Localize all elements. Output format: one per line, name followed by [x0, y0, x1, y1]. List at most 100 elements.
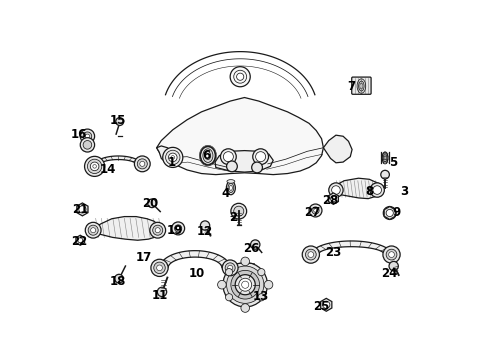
Circle shape — [257, 269, 264, 276]
Polygon shape — [215, 150, 273, 172]
Polygon shape — [328, 193, 338, 204]
Circle shape — [225, 294, 232, 301]
Polygon shape — [384, 207, 394, 220]
Circle shape — [236, 73, 244, 80]
Circle shape — [386, 249, 396, 260]
Circle shape — [233, 206, 244, 216]
Circle shape — [302, 246, 319, 263]
Circle shape — [79, 206, 86, 213]
Circle shape — [147, 199, 156, 208]
Circle shape — [227, 265, 232, 270]
Circle shape — [382, 246, 399, 263]
Circle shape — [156, 265, 162, 271]
Text: 14: 14 — [99, 163, 116, 176]
Ellipse shape — [205, 152, 210, 159]
Circle shape — [176, 226, 180, 230]
Circle shape — [220, 149, 236, 165]
Polygon shape — [156, 98, 323, 175]
Text: 23: 23 — [325, 246, 341, 259]
Circle shape — [241, 257, 249, 266]
Circle shape — [251, 162, 262, 173]
Text: 12: 12 — [196, 225, 212, 238]
Circle shape — [80, 138, 94, 152]
Ellipse shape — [227, 183, 233, 193]
Circle shape — [155, 228, 160, 233]
Circle shape — [372, 186, 381, 194]
Circle shape — [223, 262, 267, 307]
Circle shape — [171, 222, 184, 235]
Circle shape — [386, 210, 392, 217]
FancyBboxPatch shape — [351, 77, 370, 94]
Polygon shape — [333, 178, 379, 199]
Text: 6: 6 — [203, 149, 210, 162]
Circle shape — [217, 280, 226, 289]
Text: 26: 26 — [242, 242, 259, 255]
Text: 8: 8 — [365, 185, 373, 198]
Circle shape — [313, 209, 317, 212]
Circle shape — [222, 260, 238, 276]
Circle shape — [386, 210, 392, 217]
Text: 22: 22 — [71, 235, 87, 248]
Circle shape — [115, 274, 123, 283]
Ellipse shape — [226, 181, 235, 195]
Circle shape — [330, 196, 336, 202]
Circle shape — [235, 275, 255, 295]
Circle shape — [88, 225, 98, 235]
Text: 9: 9 — [392, 207, 400, 220]
Circle shape — [116, 118, 123, 126]
Text: 13: 13 — [252, 290, 268, 303]
Text: 1: 1 — [168, 156, 176, 169]
Circle shape — [238, 278, 251, 291]
Circle shape — [85, 134, 89, 138]
Circle shape — [241, 281, 248, 288]
Circle shape — [134, 156, 150, 172]
Circle shape — [226, 266, 264, 303]
Circle shape — [78, 238, 82, 243]
Ellipse shape — [384, 156, 385, 160]
Ellipse shape — [226, 180, 234, 183]
Text: 21: 21 — [72, 203, 88, 216]
Circle shape — [80, 129, 94, 143]
Circle shape — [305, 249, 316, 260]
Circle shape — [137, 159, 147, 169]
Text: 27: 27 — [303, 207, 319, 220]
Circle shape — [331, 186, 340, 194]
Circle shape — [230, 67, 250, 87]
Circle shape — [152, 225, 163, 235]
Circle shape — [307, 252, 313, 257]
Circle shape — [233, 70, 246, 83]
Text: 19: 19 — [166, 224, 183, 238]
Text: 2: 2 — [228, 211, 237, 224]
Circle shape — [230, 270, 259, 299]
Polygon shape — [91, 217, 160, 240]
Circle shape — [388, 261, 398, 271]
Polygon shape — [95, 156, 142, 165]
Circle shape — [252, 149, 268, 165]
Circle shape — [226, 161, 237, 172]
Ellipse shape — [203, 149, 212, 162]
Ellipse shape — [229, 185, 232, 190]
Circle shape — [83, 140, 92, 149]
Polygon shape — [320, 298, 331, 311]
Text: 3: 3 — [399, 185, 407, 198]
Text: 18: 18 — [110, 275, 126, 288]
Circle shape — [257, 294, 264, 301]
Text: 15: 15 — [110, 114, 126, 127]
Text: 16: 16 — [70, 127, 87, 141]
Circle shape — [93, 165, 96, 168]
Circle shape — [168, 153, 177, 162]
Ellipse shape — [358, 81, 364, 91]
Text: 4: 4 — [221, 187, 229, 200]
Circle shape — [171, 156, 174, 159]
Text: 5: 5 — [388, 156, 397, 169]
Ellipse shape — [359, 83, 362, 89]
Circle shape — [264, 280, 272, 289]
Circle shape — [224, 263, 235, 273]
Circle shape — [90, 162, 99, 171]
Circle shape — [149, 222, 165, 238]
Circle shape — [140, 161, 144, 166]
Text: 24: 24 — [381, 267, 397, 280]
Circle shape — [165, 150, 180, 165]
Text: 7: 7 — [346, 80, 355, 93]
Text: 10: 10 — [189, 267, 205, 280]
